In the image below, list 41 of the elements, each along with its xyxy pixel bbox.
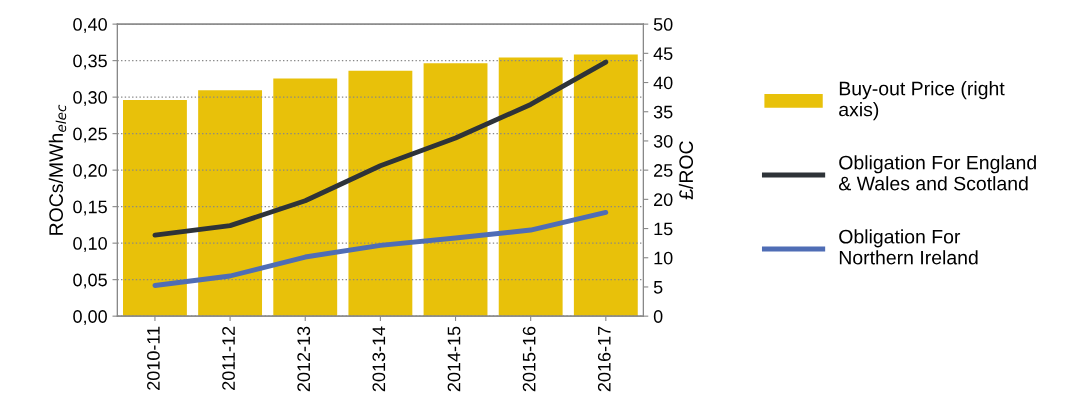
y-tick-label: 0,30: [73, 91, 107, 106]
y2-tick-label: 35: [653, 105, 673, 119]
x-tick-label: 2011-12: [222, 326, 235, 390]
y-tick-label: 0,10: [73, 237, 107, 252]
bar: [198, 90, 263, 317]
y2-tick-label: 20: [654, 193, 673, 207]
y2-axis-title: £/ROC: [678, 141, 694, 200]
y2-tick-label: 45: [653, 47, 673, 61]
bar: [498, 57, 563, 317]
x-tick-label: 2012-13: [297, 326, 311, 392]
bar: [573, 54, 638, 317]
legend-label: Obligation For Northern Ireland: [839, 229, 978, 265]
bar: [423, 63, 488, 317]
y2-tick-label: 15: [654, 222, 673, 236]
y2-tick-label: 5: [653, 281, 663, 294]
y-tick-label: 0,15: [73, 200, 107, 216]
y-axis-title: ROCs/MWh$_{elec}$: [48, 104, 67, 235]
y-tick-label: 0,00: [73, 310, 107, 326]
x-tick-label: 2013-14: [372, 326, 386, 392]
y-tick-label: 0,05: [73, 273, 107, 289]
y2-tick-label: 50: [653, 18, 673, 31]
line-series: [152, 59, 609, 238]
line-series: [152, 210, 609, 288]
y2-tick-label: 0: [653, 310, 663, 323]
y2-tick-label: 40: [653, 76, 673, 90]
legend-label: Buy-out Price (right axis): [839, 81, 1005, 121]
legend-label: Obligation For England & Wales and Scotland: [838, 155, 1036, 191]
x-tick-label: 2015-16: [522, 326, 536, 392]
x-tick-label: 2016-17: [597, 326, 611, 392]
y2-tick-label: 30: [653, 134, 673, 148]
y-tick-label: 0,40: [73, 18, 107, 33]
y-tick-label: 0,35: [73, 54, 107, 70]
x-tick-label: 2010-11: [147, 326, 160, 390]
x-tick-label: 2014-15: [447, 326, 461, 392]
y2-tick-label: 25: [654, 164, 673, 177]
y2-tick-label: 10: [654, 251, 673, 265]
bar: [348, 70, 413, 317]
bar: [273, 78, 338, 317]
bar: [123, 100, 187, 317]
y-tick-label: 0,20: [73, 164, 107, 179]
y-tick-label: 0,25: [73, 127, 107, 143]
